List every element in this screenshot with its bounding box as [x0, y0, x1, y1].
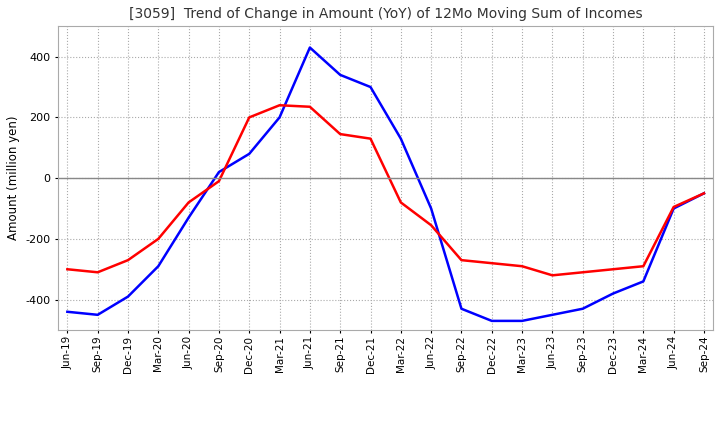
Net Income — [154, 236, 163, 242]
Ordinary Income — [63, 309, 72, 315]
Net Income — [63, 267, 72, 272]
Ordinary Income — [154, 264, 163, 269]
Net Income — [487, 260, 496, 266]
Net Income — [548, 273, 557, 278]
Net Income — [608, 267, 617, 272]
Ordinary Income — [275, 115, 284, 120]
Net Income — [366, 136, 375, 141]
Ordinary Income — [608, 291, 617, 296]
Net Income — [427, 223, 436, 228]
Net Income — [578, 270, 587, 275]
Net Income — [700, 191, 708, 196]
Ordinary Income — [336, 72, 344, 77]
Ordinary Income — [305, 45, 314, 50]
Net Income — [336, 132, 344, 137]
Ordinary Income — [427, 206, 436, 211]
Net Income — [305, 104, 314, 110]
Net Income — [275, 103, 284, 108]
Ordinary Income — [578, 306, 587, 312]
Net Income — [184, 200, 193, 205]
Ordinary Income — [215, 169, 223, 175]
Net Income — [670, 204, 678, 209]
Ordinary Income — [518, 318, 526, 323]
Ordinary Income — [457, 306, 466, 312]
Net Income — [94, 270, 102, 275]
Net Income — [245, 115, 253, 120]
Net Income — [397, 200, 405, 205]
Ordinary Income — [700, 191, 708, 196]
Ordinary Income — [245, 151, 253, 157]
Line: Net Income: Net Income — [68, 105, 704, 275]
Ordinary Income — [184, 215, 193, 220]
Ordinary Income — [487, 318, 496, 323]
Net Income — [457, 257, 466, 263]
Title: [3059]  Trend of Change in Amount (YoY) of 12Mo Moving Sum of Incomes: [3059] Trend of Change in Amount (YoY) o… — [129, 7, 642, 21]
Ordinary Income — [366, 84, 375, 90]
Net Income — [639, 264, 648, 269]
Net Income — [518, 264, 526, 269]
Ordinary Income — [670, 206, 678, 211]
Ordinary Income — [548, 312, 557, 317]
Y-axis label: Amount (million yen): Amount (million yen) — [7, 116, 20, 240]
Ordinary Income — [124, 294, 132, 299]
Ordinary Income — [639, 279, 648, 284]
Net Income — [124, 257, 132, 263]
Net Income — [215, 179, 223, 184]
Ordinary Income — [397, 136, 405, 141]
Ordinary Income — [94, 312, 102, 317]
Line: Ordinary Income: Ordinary Income — [68, 48, 704, 321]
